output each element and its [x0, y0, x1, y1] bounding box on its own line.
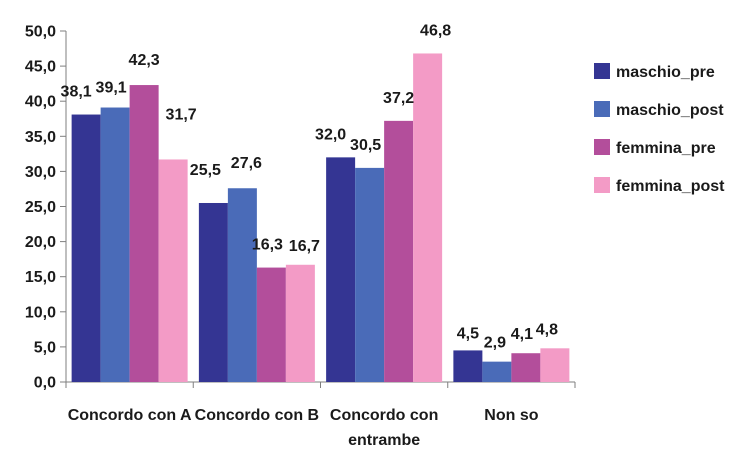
x-category-label: Concordo con A: [68, 407, 192, 424]
bar-femmina_post: [413, 53, 442, 382]
y-tick-label: 20,0: [25, 234, 56, 251]
y-tick-label: 35,0: [25, 129, 56, 146]
bar-femmina_pre: [384, 121, 413, 382]
data-label-maschio_pre: 32,0: [315, 126, 346, 143]
bar-maschio_post: [228, 188, 257, 382]
bar-femmina_post: [159, 159, 188, 382]
x-category-label-line: Concordo con: [330, 407, 438, 424]
legend-label-maschio_post: maschio_post: [616, 102, 724, 119]
bar-maschio_pre: [326, 157, 355, 382]
y-tick-label: 30,0: [25, 164, 56, 181]
y-tick-label: 45,0: [25, 59, 56, 76]
y-tick-label: 10,0: [25, 304, 56, 321]
data-label-femmina_pre: 42,3: [129, 52, 160, 69]
bar-femmina_pre: [257, 268, 286, 382]
data-label-femmina_pre: 37,2: [383, 90, 414, 107]
data-label-femmina_pre: 16,3: [252, 237, 283, 254]
legend-label-femmina_post: femmina_post: [616, 178, 725, 195]
data-label-maschio_pre: 38,1: [61, 84, 92, 101]
data-label-femmina_post: 31,7: [166, 106, 197, 123]
x-category-label: Non so: [484, 407, 538, 424]
x-category-label: Concordo con entrambe: [330, 407, 438, 449]
x-category-label-line: Non so: [484, 407, 538, 424]
bar-maschio_post: [482, 362, 511, 382]
data-label-maschio_pre: 4,5: [457, 325, 479, 342]
bar-maschio_pre: [199, 203, 228, 382]
legend-label-maschio_pre: maschio_pre: [616, 64, 715, 81]
y-tick-label: 0,0: [34, 375, 56, 392]
data-label-maschio_pre: 25,5: [190, 162, 221, 179]
data-label-femmina_pre: 4,1: [511, 326, 533, 343]
bar-femmina_post: [286, 265, 315, 382]
legend-swatch-maschio_post: [594, 101, 610, 117]
data-label-maschio_post: 2,9: [484, 335, 506, 352]
legend: maschio_pre maschio_post femmina_prefemmin…: [594, 63, 725, 195]
data-label-femmina_post: 16,7: [289, 238, 320, 255]
data-label-maschio_post: 39,1: [96, 80, 127, 97]
data-label-femmina_post: 46,8: [420, 22, 451, 39]
bar-femmina_post: [540, 348, 569, 382]
legend-swatch-maschio_pre: [594, 63, 610, 79]
y-tick-label: 50,0: [25, 24, 56, 41]
y-tick-label: 40,0: [25, 94, 56, 111]
legend-swatch-femmina_pre: [594, 139, 610, 155]
bar-femmina_pre: [511, 353, 540, 382]
legend-swatch-femmina_post: [594, 177, 610, 193]
bar-maschio_pre: [72, 115, 101, 382]
bar-femmina_pre: [130, 85, 159, 382]
y-axis: 0,0 5,0 10,0 15,0 20,0 25,0 30,0 35,0 40,0 45,0 50…: [25, 24, 66, 392]
x-category-label-line: entrambe: [348, 432, 420, 449]
data-label-femmina_post: 4,8: [536, 321, 558, 338]
x-category-label-line: Concordo con B: [195, 407, 319, 424]
x-category-label: Concordo con B: [195, 407, 319, 424]
data-label-maschio_post: 30,5: [350, 137, 381, 154]
data-label-maschio_post: 27,6: [231, 155, 262, 172]
x-axis: Concordo con A Concordo con B Concordo con…: [66, 382, 575, 449]
x-category-label-line: Concordo con A: [68, 407, 192, 424]
y-tick-label: 25,0: [25, 199, 56, 216]
bar-maschio_pre: [453, 350, 482, 382]
bars: [72, 53, 570, 382]
legend-label-femmina_pre: femmina_pre: [616, 140, 716, 157]
y-tick-label: 5,0: [34, 339, 56, 356]
bar-maschio_post: [355, 168, 384, 382]
y-tick-label: 15,0: [25, 269, 56, 286]
bar-maschio_post: [101, 108, 130, 382]
